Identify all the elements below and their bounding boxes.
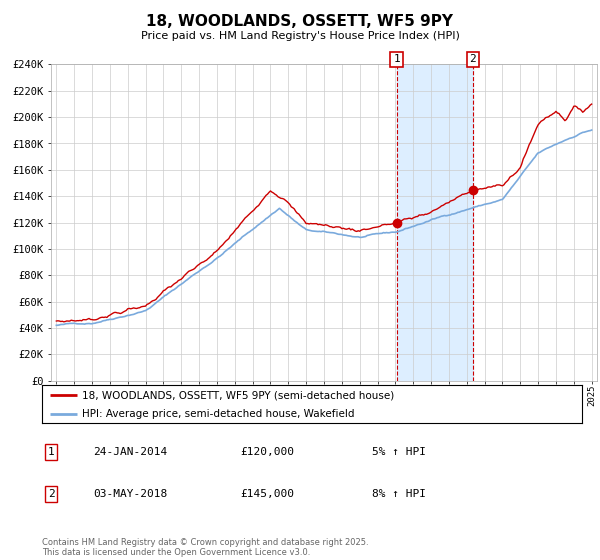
Text: 2: 2 — [469, 54, 476, 64]
Text: £145,000: £145,000 — [240, 489, 294, 499]
Text: 1: 1 — [393, 54, 400, 64]
Bar — [397, 64, 473, 381]
Text: 8% ↑ HPI: 8% ↑ HPI — [372, 489, 426, 499]
Text: HPI: Average price, semi-detached house, Wakefield: HPI: Average price, semi-detached house,… — [83, 409, 355, 419]
Text: Contains HM Land Registry data © Crown copyright and database right 2025.
This d: Contains HM Land Registry data © Crown c… — [42, 538, 368, 557]
Text: 5% ↑ HPI: 5% ↑ HPI — [372, 447, 426, 457]
Text: 03-MAY-2018: 03-MAY-2018 — [93, 489, 167, 499]
Text: £120,000: £120,000 — [240, 447, 294, 457]
Text: 2: 2 — [47, 489, 55, 499]
Text: 1: 1 — [47, 447, 55, 457]
Text: 18, WOODLANDS, OSSETT, WF5 9PY: 18, WOODLANDS, OSSETT, WF5 9PY — [146, 14, 454, 29]
Text: Price paid vs. HM Land Registry's House Price Index (HPI): Price paid vs. HM Land Registry's House … — [140, 31, 460, 41]
Text: 24-JAN-2014: 24-JAN-2014 — [93, 447, 167, 457]
Text: 18, WOODLANDS, OSSETT, WF5 9PY (semi-detached house): 18, WOODLANDS, OSSETT, WF5 9PY (semi-det… — [83, 390, 395, 400]
